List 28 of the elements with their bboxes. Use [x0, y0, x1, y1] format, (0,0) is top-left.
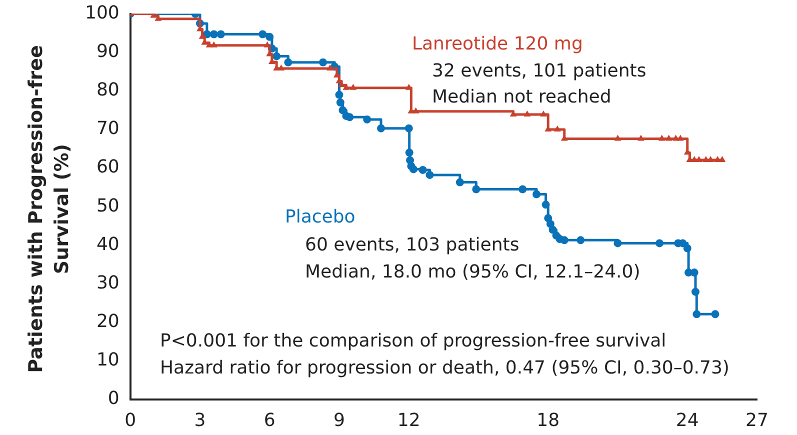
- x-tick-label: 6: [264, 410, 276, 431]
- annotation: 60 events, 103 patients: [305, 234, 520, 256]
- y-tick-label: 100: [84, 2, 120, 24]
- y-axis-title: Patients with Progression-free Survival (%): [24, 45, 73, 373]
- x-tick-label: 27: [746, 410, 768, 431]
- text: Placebo: [285, 206, 356, 228]
- x-tick-label: 0: [124, 410, 136, 431]
- x-tick-label: 9: [334, 410, 345, 431]
- annotation: 32 events, 101 patients: [432, 60, 646, 82]
- y-tick-label: 50: [96, 195, 120, 216]
- y-tick-label: 40: [96, 234, 120, 255]
- x-tick-label: 12: [397, 410, 420, 431]
- x-tick-label: 3: [194, 410, 206, 431]
- annotation: Median not reached: [432, 86, 612, 108]
- x-tick-label: 24: [676, 410, 699, 431]
- annotation: P<0.001 for the comparison of progression-free survival: [160, 330, 666, 352]
- series-label: Lanreotide 120 mg: [412, 34, 583, 55]
- y-tick-label: 90: [96, 41, 120, 62]
- y-tick-label: 70: [96, 118, 120, 140]
- y-tick-label: 80: [96, 80, 120, 101]
- x-tick-label: 18: [536, 410, 560, 431]
- y-tick-label: 30: [96, 272, 120, 294]
- y-tick-label: 10: [96, 350, 120, 371]
- y-tick-label: 0: [108, 388, 120, 410]
- annotation: Median, 18.0 mo (95% CI, 12.1–24.0): [305, 262, 640, 283]
- annotation: Hazard ratio for progression or death, 0.47 (95% CI, 0.30–0.73): [160, 358, 730, 379]
- y-tick-label: 60: [96, 156, 120, 178]
- y-tick-label: 20: [96, 310, 120, 332]
